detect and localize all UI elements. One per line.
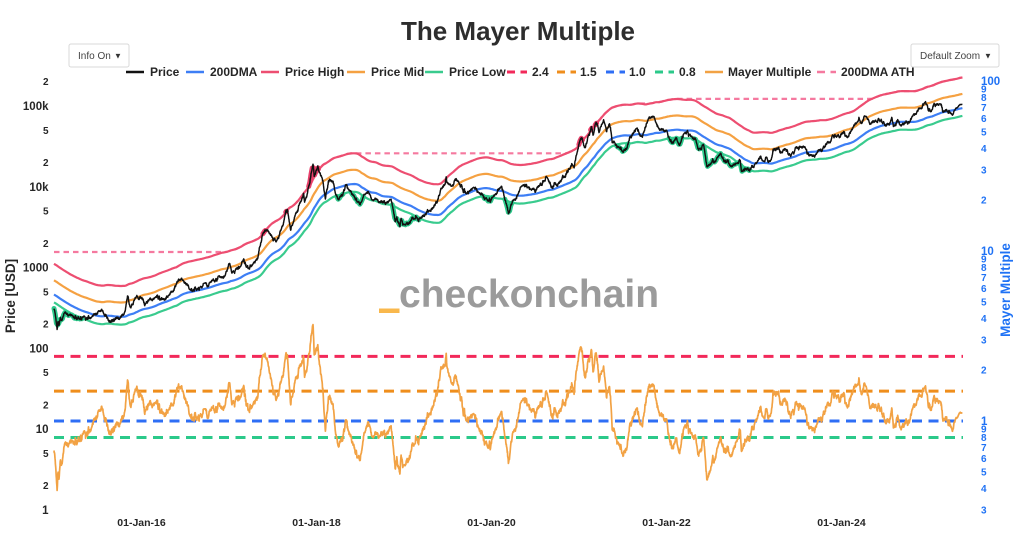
svg-text:Price High: Price High (285, 65, 344, 79)
svg-text:7: 7 (981, 443, 987, 454)
svg-text:Price [USD]: Price [USD] (3, 259, 18, 333)
svg-text:0.8: 0.8 (679, 65, 696, 79)
svg-text:9: 9 (981, 424, 987, 435)
svg-text:100: 100 (981, 76, 1000, 88)
svg-text:4: 4 (981, 484, 987, 495)
svg-text:2: 2 (981, 195, 987, 206)
svg-text:2: 2 (43, 158, 49, 169)
svg-text:2: 2 (981, 365, 987, 376)
svg-text:5: 5 (43, 368, 49, 379)
svg-text:2: 2 (43, 481, 49, 492)
svg-text:Mayer Multiple: Mayer Multiple (728, 65, 812, 79)
svg-text:2: 2 (43, 239, 49, 250)
svg-text:5: 5 (43, 449, 49, 460)
svg-text:4: 4 (981, 144, 987, 155)
svg-text:Mayer Multiple: Mayer Multiple (998, 243, 1013, 337)
svg-text:Price Low: Price Low (449, 65, 506, 79)
svg-text:Default Zoom: Default Zoom (920, 51, 980, 62)
svg-text:7: 7 (981, 273, 987, 284)
svg-text:4: 4 (981, 314, 987, 325)
svg-text:Price: Price (150, 65, 180, 79)
svg-text:5: 5 (981, 298, 987, 309)
svg-text:5: 5 (981, 128, 987, 139)
svg-text:▼: ▼ (984, 52, 992, 61)
svg-text:checkonchain: checkonchain (399, 273, 659, 316)
svg-text:01-Jan-22: 01-Jan-22 (642, 517, 691, 529)
svg-text:7: 7 (981, 103, 987, 114)
svg-text:3: 3 (981, 335, 987, 346)
svg-text:8: 8 (981, 93, 987, 104)
svg-text:The Mayer Multiple: The Mayer Multiple (401, 16, 635, 46)
svg-text:9: 9 (981, 84, 987, 95)
svg-text:2: 2 (43, 320, 49, 331)
svg-text:6: 6 (981, 284, 987, 295)
svg-text:10: 10 (981, 246, 994, 258)
svg-text:01-Jan-16: 01-Jan-16 (117, 517, 166, 529)
svg-text:5: 5 (981, 468, 987, 479)
svg-text:Price Mid: Price Mid (371, 65, 424, 79)
svg-text:1.5: 1.5 (580, 65, 597, 79)
svg-text:1: 1 (42, 505, 49, 517)
svg-text:6: 6 (981, 454, 987, 465)
svg-text:8: 8 (981, 433, 987, 444)
svg-text:5: 5 (43, 287, 49, 298)
svg-text:8: 8 (981, 263, 987, 274)
svg-text:10k: 10k (29, 182, 49, 194)
svg-text:3: 3 (981, 165, 987, 176)
svg-text:100k: 100k (23, 101, 49, 113)
svg-text:100: 100 (29, 343, 48, 355)
svg-text:9: 9 (981, 254, 987, 265)
svg-text:01-Jan-18: 01-Jan-18 (292, 517, 341, 529)
svg-text:1: 1 (981, 416, 988, 428)
svg-text:5: 5 (43, 126, 49, 137)
svg-text:▼: ▼ (114, 52, 122, 61)
svg-text:200DMA ATH: 200DMA ATH (841, 65, 915, 79)
svg-text:10: 10 (36, 424, 49, 436)
svg-text:6: 6 (981, 114, 987, 125)
svg-text:1.0: 1.0 (629, 65, 646, 79)
svg-text:1000: 1000 (23, 263, 49, 275)
svg-text:01-Jan-20: 01-Jan-20 (467, 517, 516, 529)
svg-text:2: 2 (43, 400, 49, 411)
svg-text:5: 5 (43, 207, 49, 218)
svg-text:3: 3 (981, 505, 987, 516)
svg-text:01-Jan-24: 01-Jan-24 (817, 517, 866, 529)
svg-text:Info On: Info On (78, 51, 111, 62)
svg-text:2.4: 2.4 (532, 65, 549, 79)
svg-text:2: 2 (43, 77, 49, 88)
svg-text:200DMA: 200DMA (210, 65, 258, 79)
